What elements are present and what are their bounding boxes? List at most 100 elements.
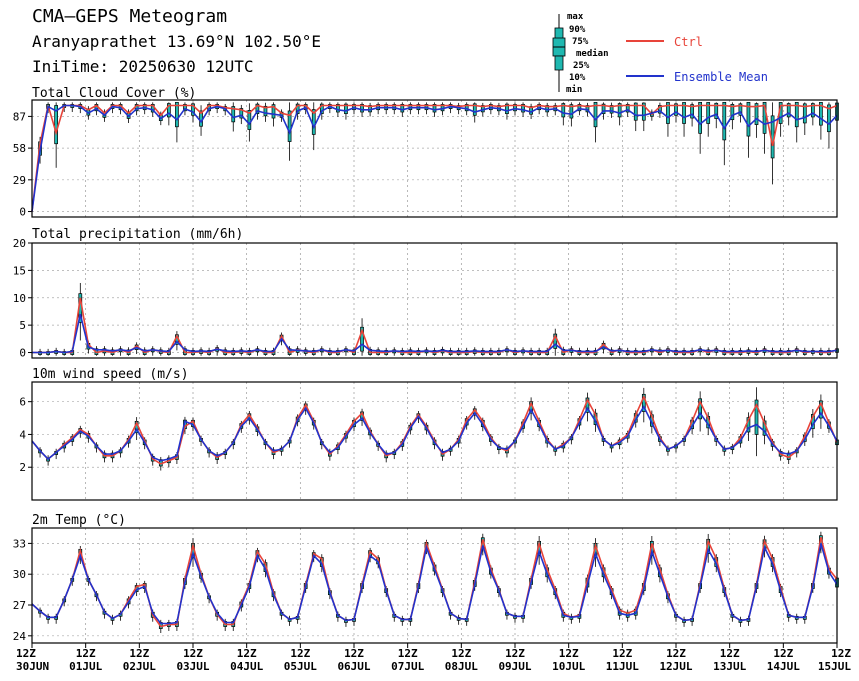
panel-frame — [31, 527, 838, 644]
panel-2: 10m wind speed (m/s) 2 4 6 — [19, 367, 839, 501]
ensemble-box — [674, 103, 678, 116]
y-tick-label: 33 — [13, 537, 26, 550]
ensemble-box — [360, 326, 364, 352]
ensemble-box — [722, 101, 727, 141]
x-tick-date-label: 08JUL — [445, 660, 478, 673]
panel-frame — [31, 381, 838, 501]
x-tick-date-label: 04JUL — [230, 660, 263, 673]
legend-min-label: min — [566, 84, 582, 95]
ensemble-box — [786, 103, 791, 118]
panel-0: Total Cloud Cover (%) 0 29 58 87 — [13, 86, 839, 219]
ensemble-box — [577, 104, 582, 112]
ensemble-box — [819, 101, 823, 126]
ensemble-box — [239, 108, 244, 119]
y-tick-label: 30 — [13, 568, 26, 581]
x-tick-hour-label: 12Z — [237, 647, 257, 660]
init-time-label: IniTime: 20250630 12UTC — [32, 57, 254, 76]
x-tick-date-label: 14JUL — [767, 660, 800, 673]
ensemble-box — [714, 102, 719, 119]
legend-p10-label: 10% — [569, 73, 586, 83]
ensemble-box — [633, 102, 638, 121]
y-tick-label: 29 — [13, 174, 26, 187]
ensemble-box — [746, 101, 751, 137]
ctrl-series-line — [31, 537, 838, 628]
x-tick-hour-label: 12Z — [773, 647, 793, 660]
x-tick-hour-label: 12Z — [612, 647, 632, 660]
y-tick-label: 5 — [19, 319, 26, 332]
ensemble-box — [344, 103, 348, 115]
ensemble-box — [794, 101, 799, 128]
y-tick-label: 0 — [19, 206, 26, 219]
x-tick-date-label: 01JUL — [69, 660, 102, 673]
legend-mean-label: Ensemble Mean — [674, 70, 768, 84]
ensemble-box — [658, 105, 662, 114]
x-tick-date-label: 07JUL — [391, 660, 424, 673]
ensemble-box — [360, 104, 364, 113]
ensemble-box — [754, 399, 759, 435]
legend-p25-label: 25% — [573, 61, 590, 71]
x-tick-date-label: 03JUL — [176, 660, 209, 673]
ensemble-box — [513, 104, 517, 112]
panel-frame — [31, 242, 838, 359]
ensemble-box — [521, 104, 525, 113]
y-tick-label: 4 — [19, 428, 26, 441]
ensemble-box — [400, 104, 405, 113]
legend-p90-label: 90% — [569, 25, 586, 35]
ensemble-box — [247, 110, 252, 130]
ensemble-box — [561, 103, 566, 118]
ensemble-box — [553, 333, 558, 349]
ensemble-box — [706, 102, 711, 124]
ensemble-box — [569, 104, 574, 119]
ensemble-box — [505, 103, 509, 115]
x-tick-hour-label: 12Z — [16, 647, 36, 660]
ensemble-box — [698, 398, 703, 420]
ensemble-box — [255, 103, 260, 115]
x-tick-date-label: 02JUL — [123, 660, 156, 673]
ensemble-box — [738, 103, 743, 116]
x-tick-date-label: 05JUL — [284, 660, 317, 673]
legend-max-label: max — [567, 12, 584, 22]
y-tick-label: 10 — [13, 292, 26, 305]
ensemble-box — [690, 104, 694, 119]
x-tick-date-label: 11JUL — [606, 660, 639, 673]
legend-p75-label: 75% — [572, 37, 589, 47]
x-tick-date-label: 30JUN — [16, 660, 49, 673]
x-tick-date-label: 10JUL — [552, 660, 585, 673]
ensemble-box — [464, 104, 469, 112]
y-tick-label: 24 — [13, 630, 27, 643]
ensemble-box — [827, 104, 831, 133]
x-tick-hour-label: 12Z — [720, 647, 740, 660]
panel-title: Total precipitation (mm/6h) — [32, 227, 243, 242]
y-tick-label: 15 — [13, 264, 26, 277]
x-tick-hour-label: 12Z — [129, 647, 149, 660]
ensemble-box — [231, 106, 236, 123]
ensemble-box — [625, 104, 630, 113]
y-tick-label: 0 — [19, 347, 26, 360]
x-tick-date-label: 06JUL — [337, 660, 370, 673]
ensemble-box — [336, 104, 340, 113]
panel-1: Total precipitation (mm/6h) 0 5 10 15 20 — [13, 227, 839, 360]
ensemble-box — [319, 103, 324, 115]
y-tick-label: 87 — [13, 110, 26, 123]
x-tick-hour-label: 12Z — [183, 647, 203, 660]
y-tick-label: 58 — [13, 142, 26, 155]
ensemble-box — [802, 103, 807, 124]
ensemble-box — [641, 102, 646, 121]
x-tick-hour-label: 12Z — [666, 647, 686, 660]
x-tick-date-label: 13JUL — [713, 660, 746, 673]
ensemble-box — [641, 393, 646, 412]
ensemble-box — [666, 102, 670, 124]
ensemble-box — [175, 101, 179, 128]
mean-series-line — [31, 543, 838, 625]
x-tick-hour-label: 12Z — [831, 647, 851, 660]
page-title: CMA—GEPS Meteogram — [32, 6, 228, 27]
legend-ctrl-label: Ctrl — [674, 35, 703, 49]
x-tick-hour-label: 12Z — [76, 647, 96, 660]
panel-title: 2m Temp (°C) — [32, 513, 126, 528]
y-tick-label: 27 — [13, 599, 26, 612]
panel-3: 2m Temp (°C) 24 27 30 33 — [13, 513, 839, 644]
ensemble-box — [609, 105, 614, 114]
ensemble-box — [819, 400, 823, 419]
ensemble-box — [730, 104, 735, 121]
